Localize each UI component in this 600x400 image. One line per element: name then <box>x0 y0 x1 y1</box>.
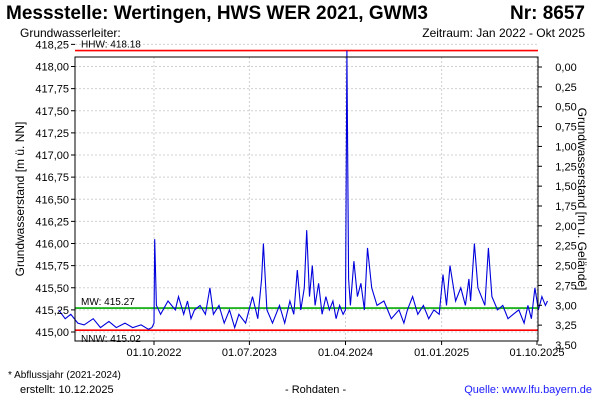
y-tick-label: 415,00 <box>35 327 69 339</box>
series-line <box>58 50 548 330</box>
x-tick-label: 01.10.2022 <box>126 347 181 359</box>
y-tick-label: 415,75 <box>35 261 69 273</box>
reference-label: MW: 415.27 <box>81 297 135 308</box>
y2-tick-label: 3,25 <box>555 320 576 332</box>
x-tick-label: 01.01.2025 <box>414 347 469 359</box>
period-label: Zeitraum: Jan 2022 - Okt 2025 <box>422 26 585 40</box>
y2-tick-label: 1,25 <box>555 161 576 173</box>
y-tick-label: 416,75 <box>35 172 69 184</box>
reference-lines <box>75 49 538 332</box>
y-tick-label: 417,25 <box>35 128 69 140</box>
y-tick-label: 416,25 <box>35 216 69 228</box>
y-tick-label: 418,25 <box>35 39 69 51</box>
y2-tick-label: 0,75 <box>555 122 576 134</box>
aquifer-label: Grundwasserleiter: <box>20 26 121 40</box>
grid <box>75 43 538 341</box>
reference-labels: HHW: 418.18 MW: 415.27 NNW: 415.02 <box>81 40 141 346</box>
data-type-label: - Rohdaten - <box>285 384 347 396</box>
y-tick-label: 415,25 <box>35 305 69 317</box>
x-tick-label: 01.07.2023 <box>222 347 277 359</box>
page-title: Messstelle: Wertingen, HWS WER 2021, GWM… <box>6 3 428 24</box>
y2-tick-label: 0,25 <box>555 82 576 94</box>
y2-tick-label: 1,50 <box>555 181 576 193</box>
y2-tick-label: 1,00 <box>555 141 576 153</box>
source-link[interactable]: Quelle: www.lfu.bayern.de <box>464 384 592 396</box>
y2-tick-label: 3,50 <box>555 340 576 352</box>
y2-tick-label: 0,00 <box>555 62 576 74</box>
abfluss-note: * Abflussjahr (2021-2024) <box>8 370 121 381</box>
station-number: Nr: 8657 <box>510 3 585 24</box>
y-tick-label: 417,75 <box>35 84 69 96</box>
x-tick-label: 01.10.2025 <box>509 347 564 359</box>
created-date: erstellt: 10.12.2025 <box>20 384 114 396</box>
y-tick-label: 416,00 <box>35 239 69 251</box>
series-layer <box>58 50 548 330</box>
y2-tick-label: 2,25 <box>555 241 576 253</box>
y-axis-label: Grundwasserstand [m ü. NN] <box>13 122 27 277</box>
y2-tick-label: 2,00 <box>555 221 576 233</box>
y-tick-label: 418,00 <box>35 62 69 74</box>
y-tick-label: 417,00 <box>35 150 69 162</box>
y-tick-label: 415,50 <box>35 283 69 295</box>
y-tick-label: 416,50 <box>35 194 69 206</box>
y2-axis-label: Grundwasserstand [m u. Gelände] <box>575 108 589 291</box>
axes: 415,00 415,25 415,50 415,75 416,00 416,25 416,… <box>35 39 576 359</box>
y-tick-label: 417,50 <box>35 106 69 118</box>
reference-label: NNW: 415.02 <box>81 334 141 345</box>
reference-label: HHW: 418.18 <box>81 40 141 51</box>
y2-tick-label: 0,50 <box>555 102 576 114</box>
y2-tick-label: 3,00 <box>555 300 576 312</box>
x-tick-label: 01.04.2024 <box>318 347 373 359</box>
y2-tick-label: 1,75 <box>555 201 576 213</box>
y2-tick-label: 2,50 <box>555 261 576 273</box>
y2-tick-label: 2,75 <box>555 280 576 292</box>
